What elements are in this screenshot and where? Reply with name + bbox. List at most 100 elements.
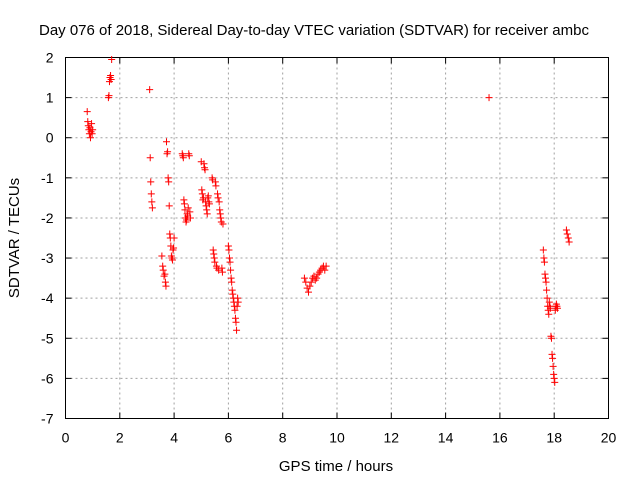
- data-point: [186, 208, 194, 216]
- data-point: [146, 154, 154, 162]
- data-point: [549, 362, 557, 370]
- data-points: [83, 56, 573, 386]
- x-tick-label: 18: [546, 430, 562, 446]
- data-point: [170, 244, 178, 252]
- data-point: [158, 252, 166, 260]
- y-tick-label: -1: [41, 170, 54, 186]
- data-point: [548, 350, 556, 358]
- data-point: [198, 190, 206, 198]
- data-point: [231, 314, 239, 322]
- data-point: [233, 302, 241, 310]
- data-point: [180, 200, 188, 208]
- data-point: [549, 354, 557, 362]
- data-point: [168, 256, 176, 264]
- y-tick-label: -5: [41, 330, 54, 346]
- data-point: [228, 286, 236, 294]
- data-point: [204, 192, 212, 200]
- data-point: [547, 334, 555, 342]
- data-point: [551, 378, 559, 386]
- x-tick-label: 2: [116, 430, 124, 446]
- data-point: [88, 130, 96, 138]
- data-point: [234, 298, 242, 306]
- data-point: [216, 210, 224, 218]
- data-point: [147, 178, 155, 186]
- data-point: [179, 154, 187, 162]
- x-tick-label: 0: [62, 430, 70, 446]
- data-point: [227, 266, 235, 274]
- data-point: [545, 298, 553, 306]
- x-tick-label: 8: [279, 430, 287, 446]
- y-tick-label: -3: [41, 250, 54, 266]
- data-point: [161, 270, 169, 278]
- data-point: [539, 246, 547, 254]
- data-point: [542, 274, 550, 282]
- data-point: [164, 174, 172, 182]
- data-point: [164, 148, 172, 156]
- data-point: [203, 206, 211, 214]
- x-tick-label: 20: [601, 430, 617, 446]
- data-point: [565, 238, 573, 246]
- data-point: [200, 160, 208, 168]
- data-point: [209, 246, 217, 254]
- data-point: [210, 250, 218, 258]
- data-point: [183, 216, 191, 224]
- data-point: [159, 266, 167, 274]
- data-point: [170, 234, 178, 242]
- data-point: [550, 374, 558, 382]
- x-tick-label: 12: [384, 430, 400, 446]
- data-point: [108, 56, 116, 64]
- data-point: [146, 86, 154, 94]
- y-tick-label: 0: [46, 130, 54, 146]
- x-tick-label: 14: [438, 430, 454, 446]
- data-point: [166, 230, 174, 238]
- data-point: [159, 262, 167, 270]
- x-axis-label: GPS time / hours: [279, 458, 393, 475]
- data-point: [107, 72, 115, 80]
- data-point: [198, 186, 206, 194]
- data-point: [218, 268, 226, 276]
- data-point: [201, 166, 209, 174]
- y-axis-label: SDTVAR / TECUs: [6, 178, 23, 298]
- data-point: [210, 254, 218, 262]
- data-point: [217, 214, 225, 222]
- data-point: [553, 304, 561, 312]
- data-point: [165, 178, 173, 186]
- data-point: [214, 194, 222, 202]
- x-tick-label: 10: [329, 430, 345, 446]
- data-point: [211, 178, 219, 186]
- x-tick-label: 6: [225, 430, 233, 446]
- data-point: [225, 254, 233, 262]
- data-point: [105, 92, 113, 100]
- data-point: [186, 214, 194, 222]
- plot-frame: [65, 57, 609, 419]
- data-point: [304, 288, 312, 296]
- y-tick-labels: -7 -6 -5 -4 -3 -2 -1 0 1 2: [41, 50, 54, 427]
- data-point: [542, 278, 550, 286]
- data-point: [185, 152, 193, 160]
- data-point: [219, 220, 227, 228]
- data-point: [86, 134, 94, 142]
- data-point: [307, 278, 315, 286]
- data-point: [562, 226, 570, 234]
- data-point: [543, 286, 551, 294]
- data-point: [215, 198, 223, 206]
- x-tick-labels: 0 2 4 6 8 10 12 14 16 18 20: [62, 430, 617, 446]
- data-point: [83, 108, 91, 116]
- data-point: [541, 270, 549, 278]
- data-point: [232, 318, 240, 326]
- data-point: [205, 200, 213, 208]
- y-tick-label: -4: [41, 290, 54, 306]
- data-point: [224, 242, 232, 250]
- data-point: [161, 278, 169, 286]
- data-point: [306, 282, 314, 290]
- data-point: [322, 262, 330, 270]
- y-tick-label: -7: [41, 411, 54, 427]
- data-point: [84, 118, 92, 126]
- data-point: [165, 202, 173, 210]
- data-point: [550, 370, 558, 378]
- data-point: [218, 264, 226, 272]
- data-point: [300, 274, 308, 282]
- data-point: [540, 258, 548, 266]
- data-point: [313, 274, 321, 282]
